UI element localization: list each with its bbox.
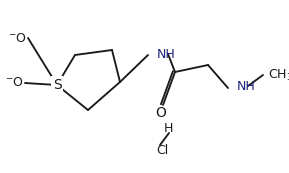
Text: Cl: Cl <box>156 143 168 157</box>
Text: H: H <box>163 121 173 134</box>
Text: NH: NH <box>157 48 176 61</box>
Text: NH: NH <box>237 80 256 93</box>
Text: $^{-}$O: $^{-}$O <box>5 76 24 89</box>
Text: O: O <box>155 106 166 120</box>
Text: S: S <box>53 78 61 92</box>
Text: CH$_3$: CH$_3$ <box>268 67 289 83</box>
Text: $^{-}$O: $^{-}$O <box>8 31 27 44</box>
